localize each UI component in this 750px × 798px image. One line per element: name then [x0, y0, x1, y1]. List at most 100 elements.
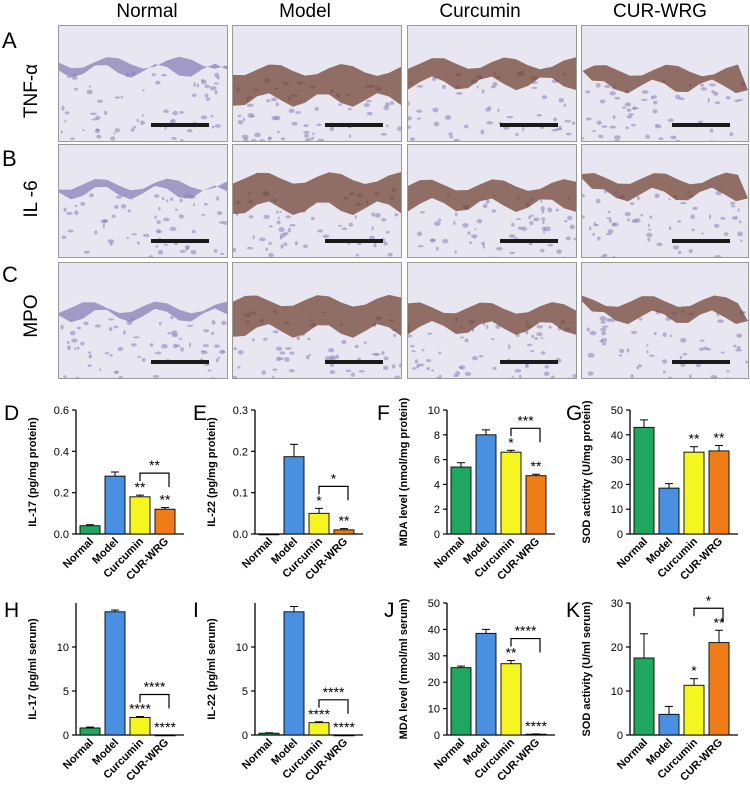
histology-image-r2-c1	[58, 144, 228, 258]
y-tick-label: 0	[434, 529, 440, 541]
y-axis-label: SOD activity (U/mg protein)	[581, 400, 593, 543]
y-tick-label: 0.3	[233, 405, 248, 417]
scale-bar	[325, 360, 383, 364]
y-tick-label: 0.6	[54, 405, 69, 417]
bar-g-3	[683, 451, 705, 535]
histology-image-r3-c1	[58, 262, 228, 379]
panel-letter-k: K	[566, 599, 581, 622]
histology-image-r1-c1	[58, 25, 228, 142]
bracket-label: ****	[323, 684, 345, 700]
y-tick-label: 0	[617, 730, 623, 742]
y-tick-label: 40	[428, 624, 440, 636]
scale-bar	[325, 239, 383, 243]
bracket-label: *	[331, 470, 337, 486]
bar-e-4	[333, 529, 355, 535]
panel-letter-g: G	[566, 402, 583, 425]
bar-d-2	[104, 475, 126, 535]
scale-bar	[500, 360, 558, 364]
significance-label: **	[339, 513, 350, 529]
y-tick-label: 10	[428, 405, 440, 417]
scale-bar	[672, 239, 730, 243]
bar-h-2	[104, 611, 126, 736]
significance-label: ****	[333, 719, 355, 735]
bar-f-3	[500, 451, 522, 535]
y-tick-label: 20	[611, 479, 623, 491]
bar-f-4	[525, 475, 547, 535]
panel-letter-d: D	[4, 402, 20, 425]
significance-label: *	[508, 434, 514, 450]
panel-letter-b: B	[2, 146, 17, 171]
scale-bar	[500, 123, 558, 127]
significance-label: **	[531, 458, 542, 474]
y-tick-label: 10	[57, 642, 69, 654]
column-header-curwrg: CUR-WRG	[613, 1, 707, 22]
histology-image-r3-c4	[581, 262, 749, 379]
y-tick-label: 10	[428, 704, 440, 716]
significance-bracket	[139, 693, 170, 709]
histology-image-r3-c2	[232, 262, 402, 379]
bar-j-2	[475, 632, 497, 736]
histology-image-r2-c3	[407, 144, 577, 258]
bracket-label: ***	[517, 412, 534, 428]
y-tick-label: 30	[428, 651, 440, 663]
significance-label: *	[316, 492, 322, 508]
column-header-curcumin: Curcumin	[439, 1, 521, 22]
bracket-label: ****	[144, 679, 166, 695]
panel-letter-i: I	[193, 599, 199, 622]
bar-i-2	[283, 611, 305, 736]
y-axis-label: SOD activity (U/ml serum)	[581, 601, 593, 736]
y-tick-label: 50	[428, 598, 440, 610]
panel-letter-e: E	[193, 402, 208, 425]
significance-bracket	[510, 637, 541, 653]
scale-bar	[672, 360, 730, 364]
y-tick-label: 0.2	[233, 446, 248, 458]
y-axis-label: IL-17 (pg/ml serum)	[27, 618, 39, 720]
bar-h-4	[154, 734, 176, 737]
bar-i-3	[308, 722, 330, 736]
significance-label: ****	[308, 706, 330, 722]
bar-j-1	[450, 667, 472, 736]
bar-d-1	[79, 525, 101, 535]
bar-g-1	[633, 426, 655, 535]
y-tick-label: 0.2	[54, 488, 69, 500]
histology-image-r1-c2	[232, 25, 402, 142]
y-axis-label: IL-22 (pg/ml serum)	[206, 618, 218, 720]
y-tick-label: 4	[434, 479, 440, 491]
significance-label: **	[714, 429, 725, 445]
y-tick-label: 6	[434, 455, 440, 467]
y-axis-label: IL-17 (pg/mg protein)	[27, 417, 39, 527]
y-axis-label: MDA level (nmol/mg protein)	[398, 397, 410, 546]
bar-g-4	[708, 450, 730, 535]
bar-d-4	[154, 508, 176, 535]
y-tick-label: 2	[434, 504, 440, 516]
bar-i-1	[258, 732, 280, 736]
y-tick-label: 0	[63, 730, 69, 742]
bracket-label: ****	[515, 623, 537, 639]
significance-label: *	[691, 663, 697, 679]
bracket-label: *	[706, 592, 712, 608]
histology-image-r1-c4	[581, 25, 749, 142]
significance-label: **	[714, 614, 725, 630]
y-tick-label: 5	[63, 686, 69, 698]
y-tick-label: 40	[611, 430, 623, 442]
y-tick-label: 0.0	[233, 529, 248, 541]
y-tick-label: 0.4	[54, 446, 69, 458]
column-header-model: Model	[279, 1, 331, 22]
significance-bracket	[693, 607, 724, 623]
bar-g-2	[658, 487, 680, 535]
bar-k-4	[708, 642, 730, 736]
y-tick-label: 10	[611, 686, 623, 698]
panel-letter-c: C	[2, 262, 18, 287]
scale-bar	[151, 360, 209, 364]
significance-label: ****	[525, 718, 547, 734]
y-tick-label: 5	[242, 686, 248, 698]
y-tick-label: 10	[236, 642, 248, 654]
scale-bar	[500, 239, 558, 243]
y-tick-label: 0	[242, 730, 248, 742]
significance-bracket	[318, 485, 349, 501]
y-tick-label: 10	[611, 504, 623, 516]
y-axis-label: MDA level (nmol/ml serum)	[398, 598, 410, 739]
significance-label: **	[689, 431, 700, 447]
bar-f-1	[450, 466, 472, 535]
bar-f-2	[475, 434, 497, 535]
